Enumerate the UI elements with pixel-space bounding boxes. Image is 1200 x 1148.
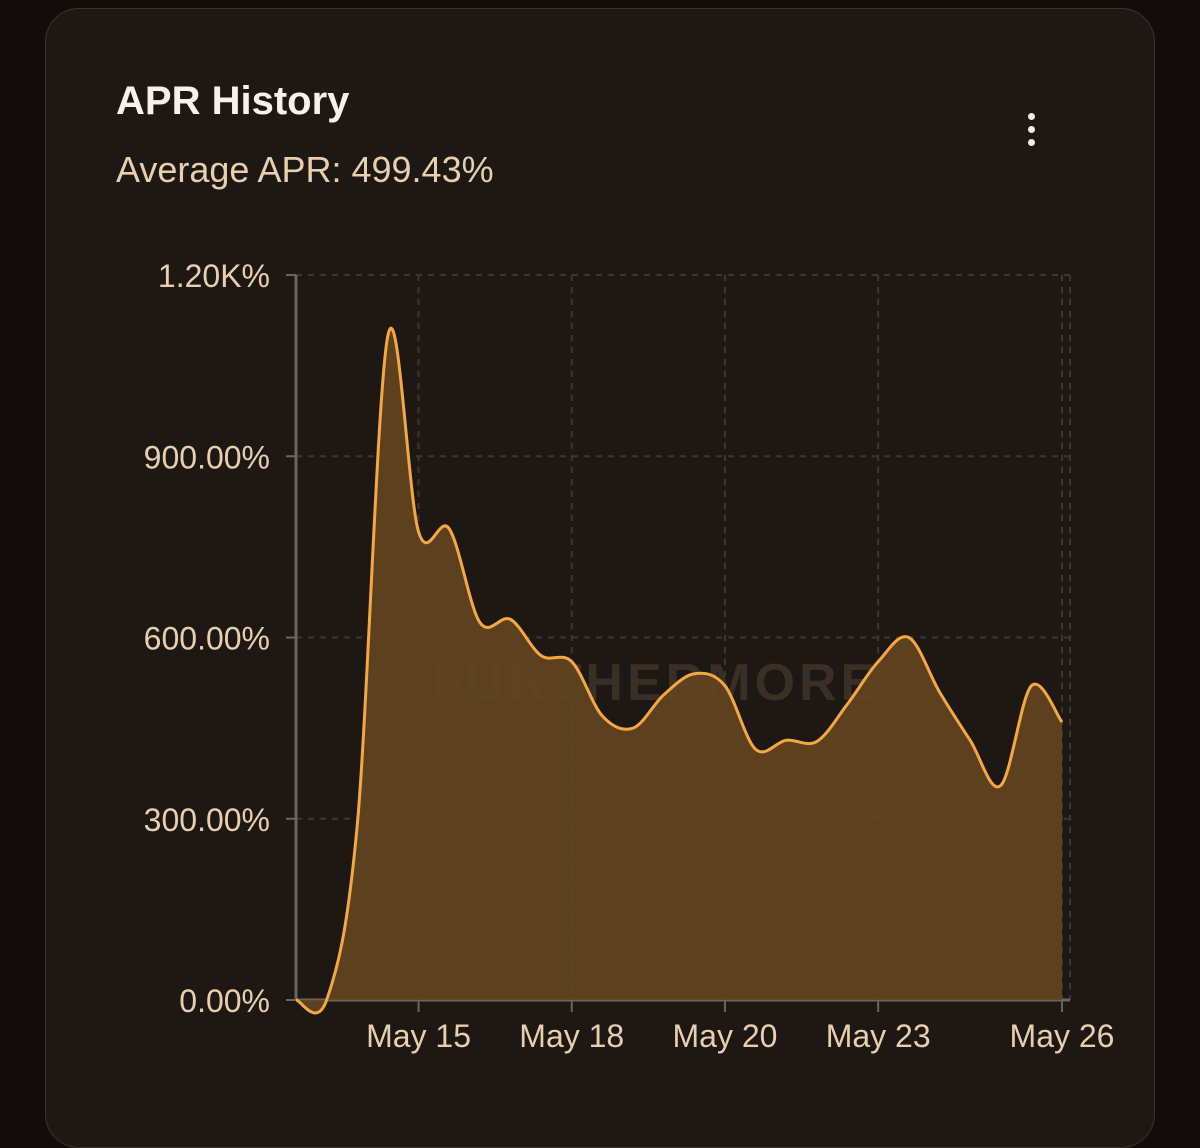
card-title: APR History <box>116 79 350 123</box>
x-tick-label: May 23 <box>826 1018 931 1054</box>
y-tick-label: 1.20K% <box>158 258 270 294</box>
y-tick-label: 300.00% <box>144 802 270 838</box>
area-line <box>295 326 1064 1015</box>
x-tick-label: May 18 <box>519 1018 624 1054</box>
area-fill <box>296 328 1062 1013</box>
y-tick-label: 0.00% <box>179 983 270 1019</box>
x-tick-label: May 26 <box>1010 1018 1115 1054</box>
y-tick-label: 900.00% <box>144 439 270 475</box>
card-subtitle: Average APR: 499.43% <box>116 149 494 190</box>
x-tick-label: May 15 <box>366 1018 471 1054</box>
x-tick-label: May 20 <box>672 1018 777 1054</box>
y-tick-label: 600.00% <box>144 621 270 657</box>
menu-button[interactable] <box>1028 113 1035 152</box>
